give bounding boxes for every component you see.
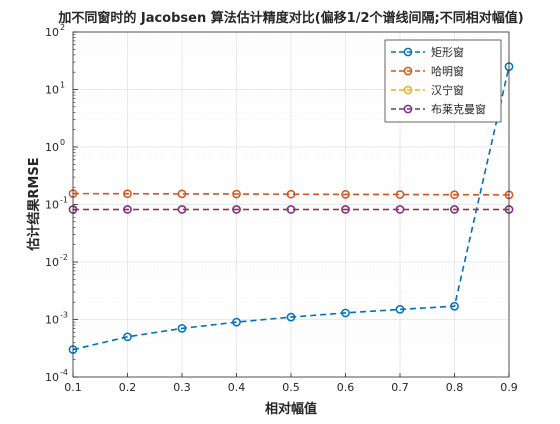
x-tick-label: 0.6 [337,381,355,394]
y-tick-label: 10 [45,314,59,327]
data-point [232,189,241,199]
y-tick-exponent: -1 [60,196,68,205]
series-line [72,192,510,196]
x-tick-label: 0.2 [119,381,137,394]
ticks: 0.1 0.2 0.3 0.4 0.5 0.6 0.7 0.8 0.910 -410 -310 -21… [45,23,518,394]
legend-label: 布莱克曼窗 [431,102,486,116]
data-point [395,205,405,214]
data-point [341,308,350,318]
y-tick-label: 10 [45,199,59,212]
x-tick-label: 0.3 [173,381,191,394]
series-layer [68,62,514,354]
data-point [395,305,405,314]
y-tick-label: 10 [45,371,59,384]
legend-item: 哈明窗 [391,64,464,78]
data-point [123,189,132,199]
legend-marker [403,66,413,76]
data-point [450,205,459,214]
data-point [123,332,132,342]
y-tick-exponent: 0 [60,138,65,147]
y-tick-label: 10 [45,256,59,269]
data-point [341,205,350,214]
data-point [177,189,187,199]
x-tick-label: 0.5 [282,381,300,394]
y-tick-exponent: 1 [60,81,65,90]
x-tick-label: 0.4 [228,381,246,394]
series-line [72,66,510,351]
data-point [232,317,241,327]
x-axis-label: 相对幅值 [265,401,317,417]
legend-label: 哈明窗 [431,64,464,78]
data-point [286,205,296,214]
x-tick-label: 0.1 [64,381,82,394]
legend-label: 汉宁窗 [431,83,464,97]
legend-marker [403,104,413,114]
legend-item: 布莱克曼窗 [391,102,486,116]
data-point [450,301,459,311]
legend-item: 矩形窗 [391,45,464,59]
data-point [450,190,459,200]
data-point [341,190,350,199]
y-axis-label: 估计结果RMSE [26,157,42,251]
legend-label: 矩形窗 [431,45,464,59]
legend-marker [403,47,413,57]
data-point [177,324,187,333]
data-point [286,189,296,199]
y-tick-label: 10 [45,84,59,97]
y-tick-label: 10 [45,26,59,39]
x-tick-label: 0.7 [391,381,409,394]
y-tick-exponent: 2 [60,23,65,32]
legend-marker [403,85,413,95]
data-point [286,312,296,322]
y-tick-exponent: -2 [60,253,68,262]
data-point [395,190,405,199]
chart-title: 加不同窗时的 Jacobsen 算法估计精度对比(偏移1/2个谱线间隔;不同相对… [57,10,523,26]
legend-item: 汉宁窗 [391,83,464,97]
data-point [123,205,132,214]
y-tick-exponent: -3 [60,311,68,320]
data-point [232,205,241,214]
data-point [177,205,187,214]
y-tick-exponent: -4 [60,368,68,377]
y-tick-label: 10 [45,141,59,154]
series-4 [68,205,514,214]
x-tick-label: 0.9 [500,381,518,394]
x-tick-label: 0.8 [446,381,464,394]
